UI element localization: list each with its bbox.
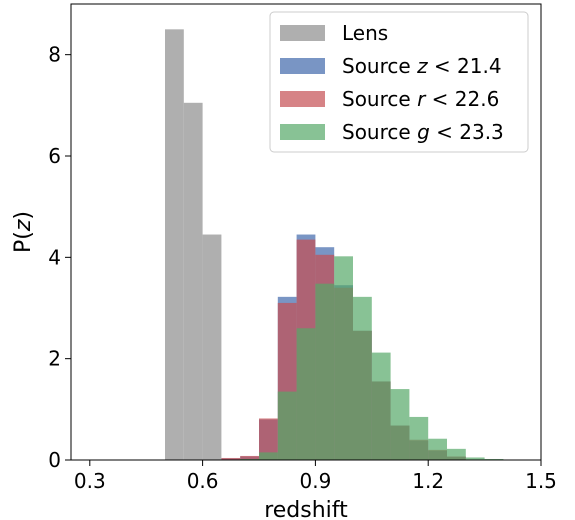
legend-entry-prefix: Source [342, 87, 417, 111]
legend-entry-var: g [417, 120, 430, 144]
legend-entry: Source g < 23.3 [342, 120, 504, 144]
y-axis-label: P(z) [11, 211, 36, 253]
histogram-bar-series-2-bin-3 [259, 418, 278, 460]
histogram-bar-series-3-bin-11 [409, 416, 429, 460]
y-tick-label: 4 [48, 245, 61, 269]
legend-entry-var: r [417, 87, 427, 111]
y-tick-label: 8 [48, 43, 61, 67]
legend-entry: Lens [342, 21, 388, 45]
legend-entry-prefix: Source [342, 120, 417, 144]
histogram-bar-series-3-bin-6 [315, 283, 335, 460]
histogram-bar-series-2-bin-2 [240, 455, 259, 460]
histogram-bar-series-3-bin-14 [465, 457, 485, 460]
legend-swatch [280, 91, 325, 107]
histogram-bar-series-0-bin-1 [183, 102, 203, 461]
y-axis-label-suffix: ) [11, 211, 36, 220]
legend-entry: Source z < 21.4 [342, 54, 502, 78]
histogram-bar-series-3-bin-5 [296, 328, 316, 460]
y-axis-label-var: z [11, 219, 36, 232]
y-tick-label: 2 [48, 347, 61, 371]
legend-entry-prefix: Lens [342, 21, 388, 45]
legend-box [269, 11, 529, 153]
y-axis-ticks: 0 2 4 6 8 [48, 43, 71, 472]
x-axis-label: redshift [264, 498, 348, 520]
legend-swatch [280, 124, 325, 140]
histogram-bar-series-0-bin-2 [202, 234, 222, 460]
histogram-bars [165, 29, 504, 461]
histogram-bar-series-3-bin-7 [334, 256, 353, 460]
histogram-bar-series-3-bin-3 [259, 452, 278, 460]
x-tick-label: 0.9 [299, 469, 331, 493]
histogram-bar-series-3-bin-13 [447, 448, 466, 460]
x-axis-ticks: 0.3 0.6 0.9 1.2 1.5 [74, 460, 557, 493]
legend-entry-var: z [416, 54, 428, 78]
histogram-bar-series-3-bin-2 [240, 458, 259, 460]
x-tick-label: 1.2 [412, 469, 444, 493]
y-tick-label: 0 [48, 448, 61, 472]
histogram-bar-series-3-bin-10 [390, 389, 410, 460]
y-axis-label-prefix: P( [11, 231, 36, 253]
x-tick-label: 0.6 [187, 469, 219, 493]
legend-entry-suffix: < 22.6 [425, 87, 499, 111]
legend-swatch [280, 25, 325, 41]
x-tick-label: 0.3 [74, 469, 106, 493]
plot-frame [70, 3, 542, 461]
histogram-bar-series-3-bin-9 [371, 352, 391, 460]
x-tick-label: 1.5 [525, 469, 557, 493]
legend-entry-suffix: < 21.4 [428, 54, 502, 78]
histogram-bar-series-3-bin-15 [484, 458, 504, 460]
histogram-bar-series-2-bin-1 [221, 457, 241, 460]
legend-entry-suffix: < 23.3 [430, 120, 504, 144]
legend-entry-prefix: Source [342, 54, 417, 78]
histogram-bar-series-3-bin-12 [428, 438, 447, 460]
histogram-bar-series-3-bin-4 [277, 391, 297, 460]
legend-swatch [280, 58, 325, 74]
legend-entry: Source r < 22.6 [342, 87, 499, 111]
histogram-bar-series-3-bin-8 [353, 296, 372, 460]
y-tick-label: 6 [48, 144, 61, 168]
histogram-bar-series-0-bin-0 [165, 29, 184, 461]
